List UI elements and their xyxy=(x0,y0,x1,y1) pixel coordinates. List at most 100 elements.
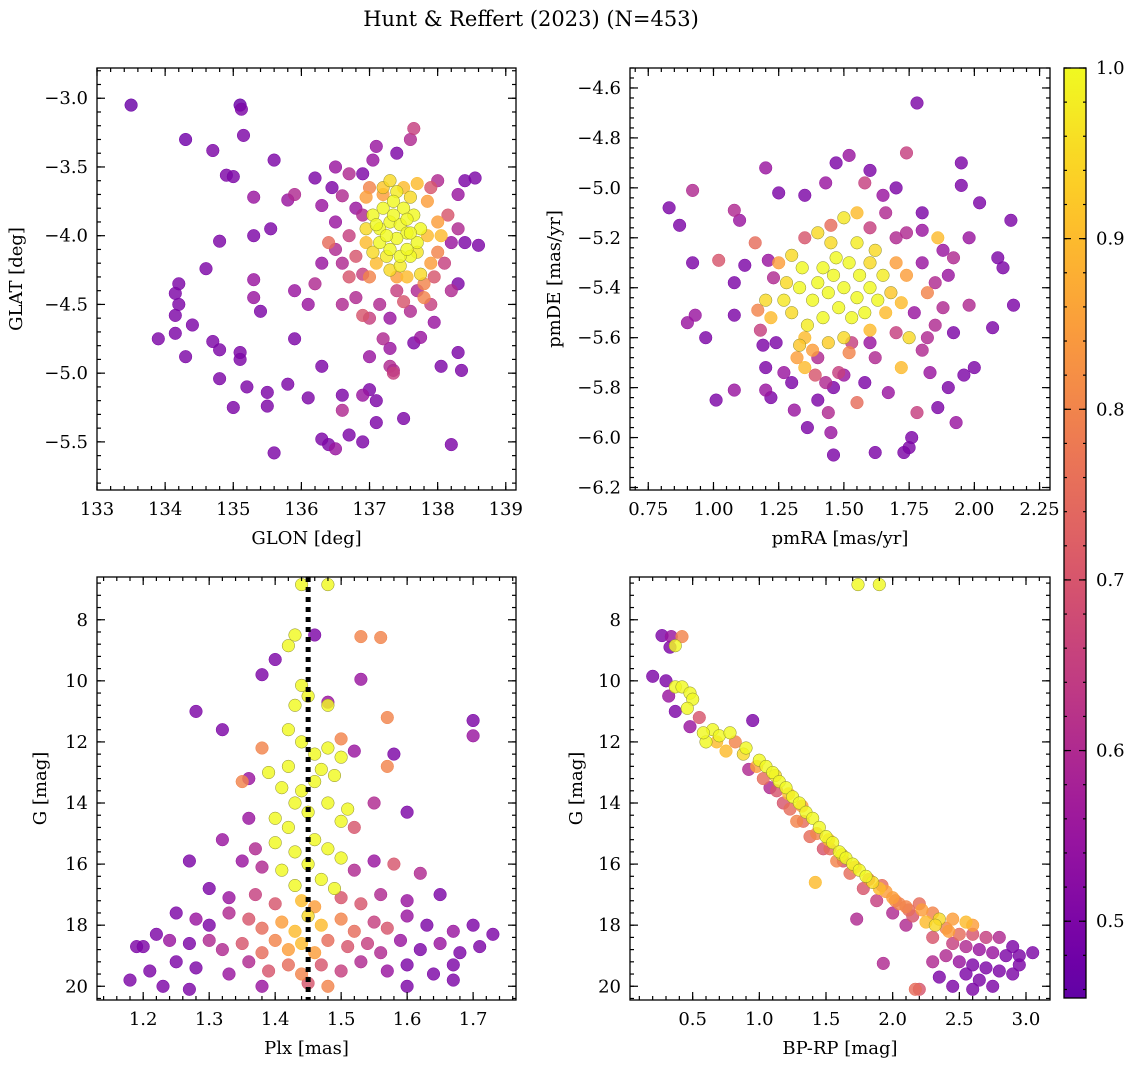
data-point xyxy=(999,949,1013,963)
colorbar-tick-label: 1.0 xyxy=(1096,58,1125,79)
colorbar-fill xyxy=(1064,68,1086,998)
data-point xyxy=(213,372,227,386)
colorbar-tick-label: 0.6 xyxy=(1096,741,1125,762)
data-point xyxy=(979,930,993,944)
data-point xyxy=(367,854,381,868)
data-point xyxy=(959,967,973,981)
data-point xyxy=(400,270,414,284)
data-point xyxy=(383,242,397,256)
data-point xyxy=(444,438,458,452)
data-point xyxy=(169,906,183,920)
data-point xyxy=(712,253,726,267)
data-point xyxy=(247,291,261,305)
x-tick-label: 1.3 xyxy=(195,1009,224,1030)
data-point xyxy=(946,326,961,340)
data-point xyxy=(374,888,388,902)
data-point xyxy=(811,393,825,407)
data-point xyxy=(868,351,882,365)
data-point xyxy=(386,366,400,380)
data-point xyxy=(335,256,349,270)
data-point xyxy=(992,930,1006,944)
data-point xyxy=(894,361,908,375)
data-point xyxy=(367,796,381,810)
x-tick-label: 1.0 xyxy=(745,1009,774,1030)
data-point xyxy=(189,704,203,718)
data-point xyxy=(334,750,348,764)
data-point xyxy=(360,936,375,951)
data-point xyxy=(288,845,302,859)
data-point xyxy=(727,383,741,397)
data-point xyxy=(400,242,414,256)
data-point xyxy=(275,915,289,929)
data-point xyxy=(889,181,903,195)
data-point xyxy=(915,206,929,220)
data-point xyxy=(168,286,182,300)
data-point xyxy=(868,445,882,460)
y-tick-label: −4.8 xyxy=(577,128,621,149)
data-point xyxy=(826,448,841,462)
data-point xyxy=(253,304,268,318)
data-point xyxy=(281,943,295,957)
data-point xyxy=(260,385,274,399)
data-point xyxy=(427,270,441,284)
data-point xyxy=(936,243,950,257)
data-point xyxy=(907,306,921,320)
data-point xyxy=(954,156,968,170)
data-point xyxy=(850,236,864,250)
data-point xyxy=(899,900,913,914)
data-point xyxy=(413,943,427,957)
y-tick-label: 16 xyxy=(598,854,621,875)
data-point xyxy=(686,256,700,270)
data-point xyxy=(692,710,706,725)
data-point xyxy=(267,153,281,167)
x-axis-label: GLON [deg] xyxy=(251,528,361,549)
data-point xyxy=(842,148,856,162)
data-point xyxy=(322,236,336,250)
data-point xyxy=(748,236,762,250)
data-point xyxy=(215,943,229,957)
data-point xyxy=(233,352,247,366)
x-axis-label: BP-RP [mag] xyxy=(782,1038,897,1059)
y-tick-label: −5.8 xyxy=(577,378,621,399)
figure-title: Hunt & Reffert (2023) (N=453) xyxy=(363,7,699,31)
data-point xyxy=(723,726,737,740)
data-point xyxy=(262,765,276,780)
data-point xyxy=(400,805,414,819)
data-point xyxy=(356,167,370,181)
data-point xyxy=(466,918,480,932)
data-point xyxy=(275,781,289,795)
data-point xyxy=(451,345,465,360)
data-point xyxy=(972,973,986,987)
data-point xyxy=(727,203,741,217)
data-point xyxy=(420,918,434,932)
data-point xyxy=(727,276,741,290)
data-point xyxy=(354,630,368,644)
data-point xyxy=(441,208,455,222)
data-point xyxy=(863,221,877,235)
data-point xyxy=(1006,298,1021,312)
x-tick-label: 2.5 xyxy=(945,1009,974,1030)
data-point xyxy=(431,245,445,259)
x-tick-label: 1.5 xyxy=(327,1009,356,1030)
data-point xyxy=(871,293,885,307)
data-point xyxy=(248,888,262,902)
data-point xyxy=(295,967,309,981)
data-point xyxy=(403,226,417,240)
data-point xyxy=(832,301,846,315)
data-point xyxy=(342,167,356,181)
data-point xyxy=(414,330,428,344)
data-point xyxy=(143,964,157,978)
data-point xyxy=(863,163,877,177)
y-axis-label: G [mag] xyxy=(30,752,51,825)
x-tick-label: 136 xyxy=(284,499,318,520)
y-tick-label: −6.0 xyxy=(577,428,621,449)
data-point xyxy=(179,350,193,364)
data-point xyxy=(226,400,240,415)
data-point xyxy=(886,891,900,905)
x-tick-label: 0.5 xyxy=(678,1009,707,1030)
data-point xyxy=(957,368,971,382)
data-point xyxy=(356,435,370,449)
data-point xyxy=(236,128,251,142)
data-point xyxy=(410,176,424,191)
data-point xyxy=(772,256,786,270)
